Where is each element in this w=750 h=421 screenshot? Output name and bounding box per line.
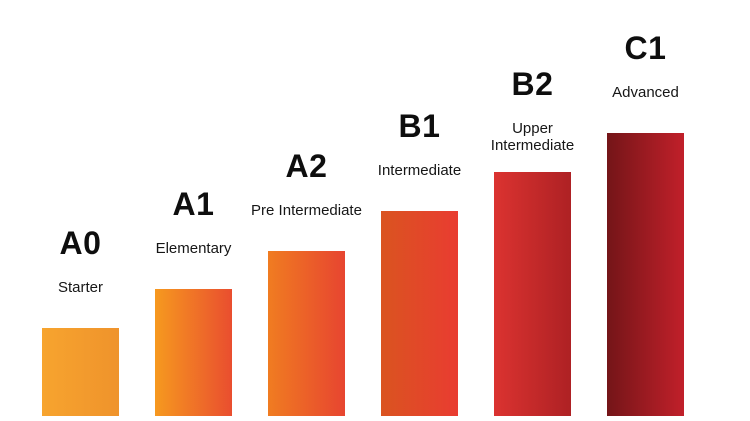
level-column-a0: A0 Starter — [24, 227, 137, 416]
level-column-b2: B2 Upper Intermediate — [476, 68, 589, 416]
level-name-c1: Advanced — [612, 84, 679, 102]
level-column-a2: A2 Pre Intermediate — [250, 150, 363, 416]
level-code-c1: C1 — [624, 30, 667, 67]
level-bar-b1 — [381, 211, 458, 416]
level-code-b2: B2 — [511, 66, 554, 103]
level-column-c1: C1 Advanced — [589, 32, 702, 416]
level-name-b2: Upper Intermediate — [490, 120, 575, 155]
level-code-a2: A2 — [285, 148, 328, 185]
level-code-a0: A0 — [59, 225, 102, 262]
level-name-a1: Elementary — [155, 240, 232, 258]
level-code-b1: B1 — [398, 108, 441, 145]
level-code-a1: A1 — [172, 186, 215, 223]
level-bar-b2 — [494, 172, 571, 416]
bar-chart: A0 Starter A1 Elementary A2 Pre Intermediate B… — [24, 0, 702, 416]
level-name-b1: Intermediate — [377, 162, 462, 180]
level-bar-c1 — [607, 133, 684, 416]
level-bar-a1 — [155, 289, 232, 416]
level-column-b1: B1 Intermediate — [363, 110, 476, 416]
level-bar-a0 — [42, 328, 119, 416]
level-name-a2: Pre Intermediate — [251, 202, 362, 220]
level-column-a1: A1 Elementary — [137, 188, 250, 416]
level-bar-a2 — [268, 251, 345, 416]
level-name-a0: Starter — [57, 279, 103, 297]
